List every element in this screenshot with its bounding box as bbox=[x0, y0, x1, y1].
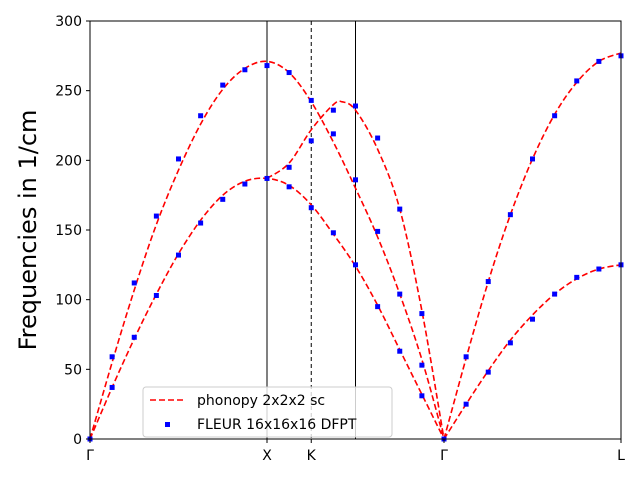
fleur-point-53 bbox=[596, 266, 602, 272]
fleur-point-50 bbox=[530, 316, 535, 322]
fleur-point-1 bbox=[109, 354, 115, 360]
fleur-point-33 bbox=[330, 230, 336, 236]
fleur-point-41 bbox=[507, 212, 513, 218]
fleur-point-14 bbox=[397, 206, 403, 212]
fleur-point-19 bbox=[176, 252, 181, 258]
legend-box bbox=[142, 386, 393, 438]
fleur-point-42 bbox=[530, 156, 535, 162]
axes: 0 50 100 150 200 250 300 Γ X K Γ L bbox=[55, 14, 625, 464]
fleur-point-28 bbox=[375, 228, 381, 234]
x-tick-label-0: Γ bbox=[86, 448, 94, 464]
fleur-point-13 bbox=[375, 135, 381, 141]
fleur-point-24 bbox=[286, 164, 292, 170]
legend-label-phonopy: phonopy 2x2x2 sc bbox=[197, 393, 325, 409]
fleur-point-11 bbox=[330, 107, 336, 113]
fleur-point-51 bbox=[552, 291, 558, 297]
y-tick-label-0: 0 bbox=[73, 432, 82, 448]
fleur-point-17 bbox=[131, 334, 137, 340]
y-tick-label-1: 50 bbox=[64, 362, 82, 378]
fleur-point-43 bbox=[552, 113, 558, 119]
legend-marker-swatch bbox=[165, 422, 170, 427]
fleur-point-21 bbox=[220, 196, 226, 202]
fleur-point-48 bbox=[485, 369, 491, 375]
fleur-point-45 bbox=[596, 58, 602, 64]
y-tick-label-6: 300 bbox=[55, 14, 82, 30]
fleur-point-3 bbox=[153, 213, 159, 219]
y-tick-label-3: 150 bbox=[55, 223, 82, 239]
legend: phonopy 2x2x2 sc FLEUR 16x16x16 DFPT bbox=[142, 386, 393, 438]
fleur-point-31 bbox=[286, 184, 292, 190]
fleur-point-12 bbox=[353, 103, 358, 109]
fleur-point-2 bbox=[131, 280, 137, 286]
fleur-point-30 bbox=[419, 362, 425, 368]
fleur-point-23 bbox=[264, 175, 270, 181]
fleur-point-29 bbox=[397, 291, 403, 297]
y-tick-label-4: 200 bbox=[55, 153, 82, 169]
fleur-point-39 bbox=[463, 354, 469, 360]
fleur-point-40 bbox=[485, 279, 491, 285]
x-tick-label-4: L bbox=[617, 448, 625, 464]
fleur-point-27 bbox=[353, 177, 358, 183]
x-tick-label-3: Γ bbox=[440, 448, 448, 464]
phonopy-branch-0 bbox=[90, 60, 445, 440]
fleur-point-32 bbox=[308, 205, 314, 211]
y-axis-title: Frequencies in 1/cm bbox=[14, 110, 42, 351]
x-tick-label-2: K bbox=[307, 448, 317, 464]
plot-area bbox=[87, 21, 624, 442]
fleur-point-25 bbox=[308, 138, 314, 144]
legend-label-fleur: FLEUR 16x16x16 DFPT bbox=[197, 417, 357, 433]
fleur-point-37 bbox=[419, 393, 425, 399]
fleur-point-49 bbox=[507, 340, 513, 346]
fleur-point-44 bbox=[574, 78, 580, 84]
fleur-point-4 bbox=[176, 156, 181, 162]
x-tick-label-1: X bbox=[262, 448, 272, 464]
y-tick-label-5: 250 bbox=[55, 84, 82, 100]
fleur-point-35 bbox=[375, 304, 381, 310]
phonopy-branch-4 bbox=[443, 264, 622, 440]
phonopy-branch-2 bbox=[266, 100, 445, 440]
y-tick-label-2: 100 bbox=[55, 293, 82, 309]
fleur-point-20 bbox=[198, 220, 204, 226]
fleur-point-7 bbox=[242, 67, 248, 73]
fleur-point-52 bbox=[574, 274, 580, 280]
fleur-point-36 bbox=[397, 348, 403, 354]
fleur-point-34 bbox=[353, 262, 358, 268]
fleur-point-8 bbox=[264, 63, 270, 69]
fleur-point-6 bbox=[220, 82, 226, 88]
fleur-point-16 bbox=[109, 384, 115, 390]
fleur-point-10 bbox=[308, 97, 314, 103]
fleur-point-47 bbox=[463, 401, 469, 407]
fleur-point-18 bbox=[153, 292, 159, 298]
fleur-point-9 bbox=[286, 70, 292, 76]
fleur-point-22 bbox=[242, 181, 248, 187]
phonopy-branch-3 bbox=[443, 52, 622, 440]
fleur-point-5 bbox=[198, 113, 204, 119]
fleur-point-26 bbox=[330, 131, 336, 137]
fleur-point-15 bbox=[419, 311, 425, 317]
